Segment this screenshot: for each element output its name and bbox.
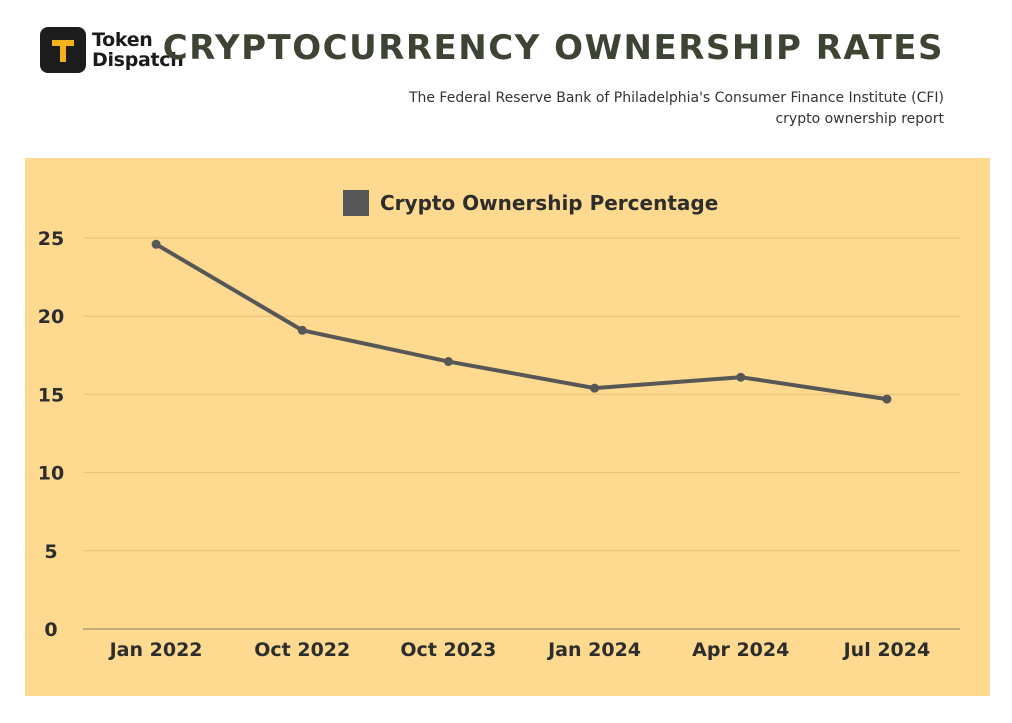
legend-label: Crypto Ownership Percentage	[380, 191, 719, 215]
brand-name-line1: Token	[92, 29, 153, 51]
page-subtitle: The Federal Reserve Bank of Philadelphia…	[324, 88, 944, 130]
token-dispatch-logo-icon	[40, 27, 86, 73]
x-tick-label: Oct 2023	[400, 639, 496, 661]
y-tick-label: 0	[44, 619, 57, 641]
y-tick-label: 25	[38, 228, 64, 250]
subtitle-line-1: The Federal Reserve Bank of Philadelphia…	[408, 90, 944, 106]
y-tick-label: 20	[38, 306, 64, 328]
x-tick-label: Jan 2022	[108, 639, 203, 661]
data-point	[297, 325, 307, 335]
data-point	[151, 239, 161, 249]
brand-name-line2: Dispatch	[92, 49, 184, 71]
brand-name: Token Dispatch	[92, 30, 184, 70]
x-tick-label: Apr 2024	[692, 639, 789, 661]
chart-legend: Crypto Ownership Percentage	[343, 190, 718, 216]
brand-logo: Token Dispatch	[40, 27, 184, 73]
x-tick-label: Oct 2022	[254, 639, 350, 661]
data-point	[590, 383, 600, 393]
chart-panel: Crypto Ownership Percentage 0 5 10 15 20 25 Ja…	[25, 158, 990, 696]
x-tick-label: Jan 2024	[546, 639, 641, 661]
series-line	[154, 242, 889, 402]
page-title: CRYPTOCURRENCY OWNERSHIP RATES	[162, 28, 944, 68]
data-point	[443, 357, 453, 367]
y-tick-label: 15	[38, 384, 64, 406]
data-point	[736, 372, 746, 382]
x-tick-label: Jul 2024	[842, 639, 931, 661]
legend-swatch	[343, 190, 369, 216]
y-tick-label: 5	[44, 541, 57, 563]
subtitle-line-2: crypto ownership report	[775, 111, 944, 127]
data-point	[882, 394, 892, 404]
line-chart: 0 5 10 15 20 25 Jan 2022 Oct 2022 Oct 2023 Jan 20…	[38, 228, 960, 661]
y-tick-label: 10	[38, 463, 64, 485]
